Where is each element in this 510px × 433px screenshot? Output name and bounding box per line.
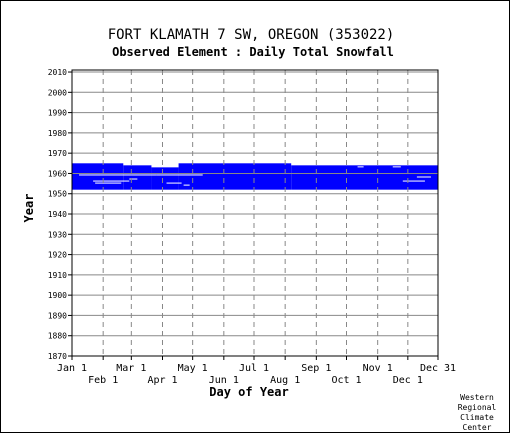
- missing-data-gap: [166, 182, 182, 184]
- missing-data-gap: [129, 178, 138, 180]
- missing-data-gap: [416, 176, 431, 178]
- missing-data-gap: [95, 182, 122, 184]
- x-tick-label: Dec 1: [393, 375, 423, 386]
- x-tick-label: Jan 1: [57, 363, 87, 374]
- x-axis-ticks: Jan 1 Mar 1 May 1 Jul 1 Sep 1 Nov 1 Dec 31 Feb …: [57, 356, 456, 386]
- credit-line-2: Regional: [458, 403, 497, 412]
- y-tick-label: 1900: [48, 291, 67, 300]
- x-axis-label: Day of Year: [209, 385, 288, 399]
- y-tick-label: 1890: [48, 311, 67, 320]
- credit-line-3: Climate: [460, 413, 494, 422]
- coverage-block: [291, 165, 438, 190]
- x-tick-label: Dec 31: [420, 363, 456, 374]
- credit-line-4: Center: [463, 423, 492, 432]
- plot-area: [72, 70, 438, 356]
- y-tick-label: 1980: [48, 129, 67, 138]
- y-tick-label: 1960: [48, 169, 67, 178]
- y-tick-label: 1930: [48, 230, 67, 239]
- x-tick-label: Jul 1: [239, 363, 269, 374]
- coverage-block: [178, 163, 292, 190]
- x-tick-label: Mar 1: [116, 363, 146, 374]
- y-tick-label: 1870: [48, 352, 67, 361]
- y-tick-label: 1950: [48, 190, 67, 199]
- missing-data-gap: [93, 180, 130, 182]
- x-tick-label: Aug 1: [270, 375, 300, 386]
- y-axis-ticks: 2010 2000 1990 1980 1970 1960 1950 1940 1930 1920…: [48, 68, 72, 361]
- missing-data-gap: [402, 180, 425, 182]
- missing-data-gap: [357, 166, 364, 168]
- missing-data-gap: [183, 184, 190, 186]
- y-tick-label: 2010: [48, 68, 67, 77]
- missing-data-gap: [79, 174, 157, 176]
- coverage-block: [72, 163, 124, 190]
- y-tick-label: 1940: [48, 210, 67, 219]
- missing-data-gap: [392, 166, 401, 168]
- coverage-block: [151, 167, 179, 190]
- chart-title: FORT KLAMATH 7 SW, OREGON (353022): [108, 27, 395, 43]
- plot-border: [71, 69, 439, 357]
- x-tick-label: Oct 1: [331, 375, 361, 386]
- y-tick-label: 2000: [48, 88, 67, 97]
- x-tick-label: Apr 1: [147, 375, 177, 386]
- grid: [71, 69, 439, 357]
- x-tick-label: Sep 1: [301, 363, 331, 374]
- missing-data-gap: [156, 174, 203, 176]
- chart-subtitle: Observed Element : Daily Total Snowfall: [112, 45, 394, 59]
- x-tick-label: Nov 1: [363, 363, 393, 374]
- y-tick-label: 1970: [48, 149, 67, 158]
- x-tick-label: Feb 1: [88, 375, 118, 386]
- x-tick-label: May 1: [178, 363, 208, 374]
- coverage-block: [123, 165, 152, 190]
- y-tick-label: 1990: [48, 109, 67, 118]
- y-axis-label: Year: [22, 194, 36, 223]
- plot-background: [72, 70, 438, 356]
- x-tick-label: Jun 1: [209, 375, 239, 386]
- credit-line-1: Western: [460, 393, 494, 402]
- credit-block: Western Regional Climate Center: [458, 393, 497, 432]
- y-tick-label: 1880: [48, 332, 67, 341]
- y-tick-label: 1920: [48, 251, 67, 260]
- y-tick-label: 1910: [48, 271, 67, 280]
